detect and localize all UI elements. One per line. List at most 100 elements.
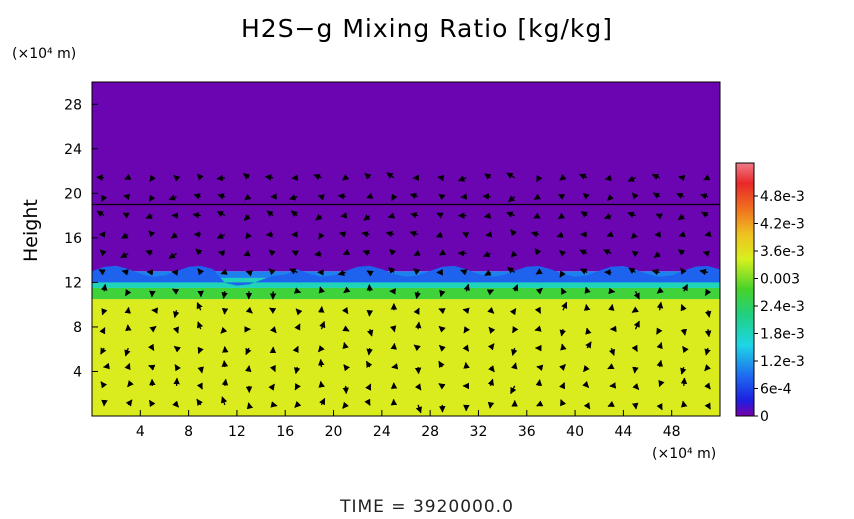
- x-tick-label: 12: [228, 424, 246, 440]
- wind-vector: [414, 383, 422, 391]
- wind-vector: [512, 284, 519, 292]
- wind-vector: [148, 230, 156, 238]
- wind-vector: [196, 398, 203, 406]
- wind-vector: [559, 270, 566, 278]
- wind-vector: [221, 291, 228, 299]
- x-tick-label: 24: [373, 424, 391, 440]
- wind-vector: [511, 362, 518, 370]
- wind-vector: [342, 173, 350, 181]
- wind-vector: [510, 229, 517, 237]
- wind-vector: [96, 210, 105, 218]
- wind-vector: [656, 301, 664, 311]
- wind-vector: [631, 344, 638, 352]
- wind-vector: [559, 250, 567, 257]
- wind-vector: [245, 306, 253, 314]
- wind-vector: [270, 401, 278, 408]
- wind-vector: [196, 302, 203, 311]
- wind-vector: [438, 383, 446, 390]
- wind-vector: [701, 211, 709, 218]
- wind-vector: [655, 213, 663, 220]
- wind-vector: [682, 345, 689, 354]
- wind-vector: [389, 325, 397, 333]
- wind-vector: [413, 268, 421, 276]
- wind-vector: [243, 214, 251, 221]
- wind-vector: [582, 364, 590, 373]
- wind-vector: [438, 325, 446, 333]
- wind-vector: [704, 364, 711, 372]
- wind-vector: [245, 347, 252, 356]
- wind-vector: [583, 402, 591, 410]
- colorbar-label: 1.8e-3: [760, 327, 805, 343]
- x-tick-label: 16: [276, 424, 294, 440]
- wind-vector: [704, 329, 712, 338]
- colorbar-scale: [735, 162, 755, 417]
- wind-vector: [99, 249, 107, 257]
- wind-vector: [101, 283, 108, 292]
- wind-vector: [582, 381, 590, 388]
- wind-vector: [124, 362, 131, 371]
- wind-vector: [243, 250, 251, 257]
- wind-vector: [630, 232, 638, 240]
- wind-vector: [168, 252, 177, 259]
- wind-vector: [556, 231, 564, 238]
- wind-vector: [677, 249, 685, 256]
- wind-vector: [195, 248, 203, 256]
- wind-vector: [413, 307, 420, 315]
- wind-vector: [196, 382, 203, 390]
- wind-vector: [197, 268, 205, 276]
- wind-vector: [632, 366, 639, 374]
- wind-vector: [656, 341, 663, 350]
- wind-vector: [291, 250, 299, 257]
- wind-vector: [317, 194, 325, 201]
- wind-vector: [343, 364, 350, 372]
- wind-vector: [631, 402, 639, 410]
- wind-vector: [216, 232, 226, 239]
- wind-vector: [294, 323, 301, 331]
- wind-vector: [460, 193, 468, 200]
- wind-vector: [292, 345, 299, 354]
- wind-vector: [484, 269, 492, 276]
- wind-vector: [462, 307, 470, 314]
- wind-vector: [580, 211, 588, 218]
- wind-vector: [289, 268, 298, 275]
- wind-vector: [631, 306, 639, 313]
- wind-vector: [124, 289, 132, 297]
- wind-vector: [101, 308, 108, 316]
- wind-vector: [439, 249, 447, 256]
- colorbar: 0 6e-4 1.2e-3 1.8e-3 2.4e-3 0.003 3.6e-3 4.2e-3…: [735, 162, 805, 425]
- wind-vector: [220, 326, 228, 334]
- chart-title: H2S−g Mixing Ratio [kg/kg]: [240, 14, 613, 43]
- wind-vector: [535, 268, 543, 275]
- wind-vector: [294, 400, 302, 408]
- wind-vector: [125, 399, 133, 407]
- wind-vector: [365, 360, 373, 368]
- colorbar-label: 6e-4: [760, 382, 792, 398]
- wind-vector: [414, 291, 421, 300]
- wind-vector: [557, 212, 566, 220]
- wind-vector: [367, 328, 374, 337]
- wind-vector: [506, 266, 516, 274]
- wind-vector: [174, 364, 181, 372]
- wind-vector: [197, 346, 204, 355]
- wind-vector: [366, 347, 373, 356]
- wind-vector: [216, 174, 225, 182]
- wind-vector: [217, 193, 226, 200]
- x-tick-label: 20: [325, 424, 343, 440]
- wind-vector: [385, 230, 395, 238]
- wind-vector: [582, 192, 590, 200]
- y-axis-unit: (×10⁴ m): [12, 46, 77, 62]
- wind-vector: [148, 194, 156, 202]
- wind-vector: [653, 251, 661, 259]
- colorbar-label: 0: [760, 409, 769, 425]
- wind-vector: [651, 268, 660, 276]
- wind-vector: [362, 250, 371, 257]
- wind-vector: [704, 347, 711, 356]
- wind-vector: [319, 397, 326, 406]
- x-tick-label: 40: [566, 424, 584, 440]
- colorbar-label: 2.4e-3: [760, 299, 805, 315]
- wind-vector: [560, 287, 568, 295]
- wind-vector: [246, 402, 254, 410]
- wind-vector: [269, 364, 276, 373]
- wind-vector: [192, 212, 201, 219]
